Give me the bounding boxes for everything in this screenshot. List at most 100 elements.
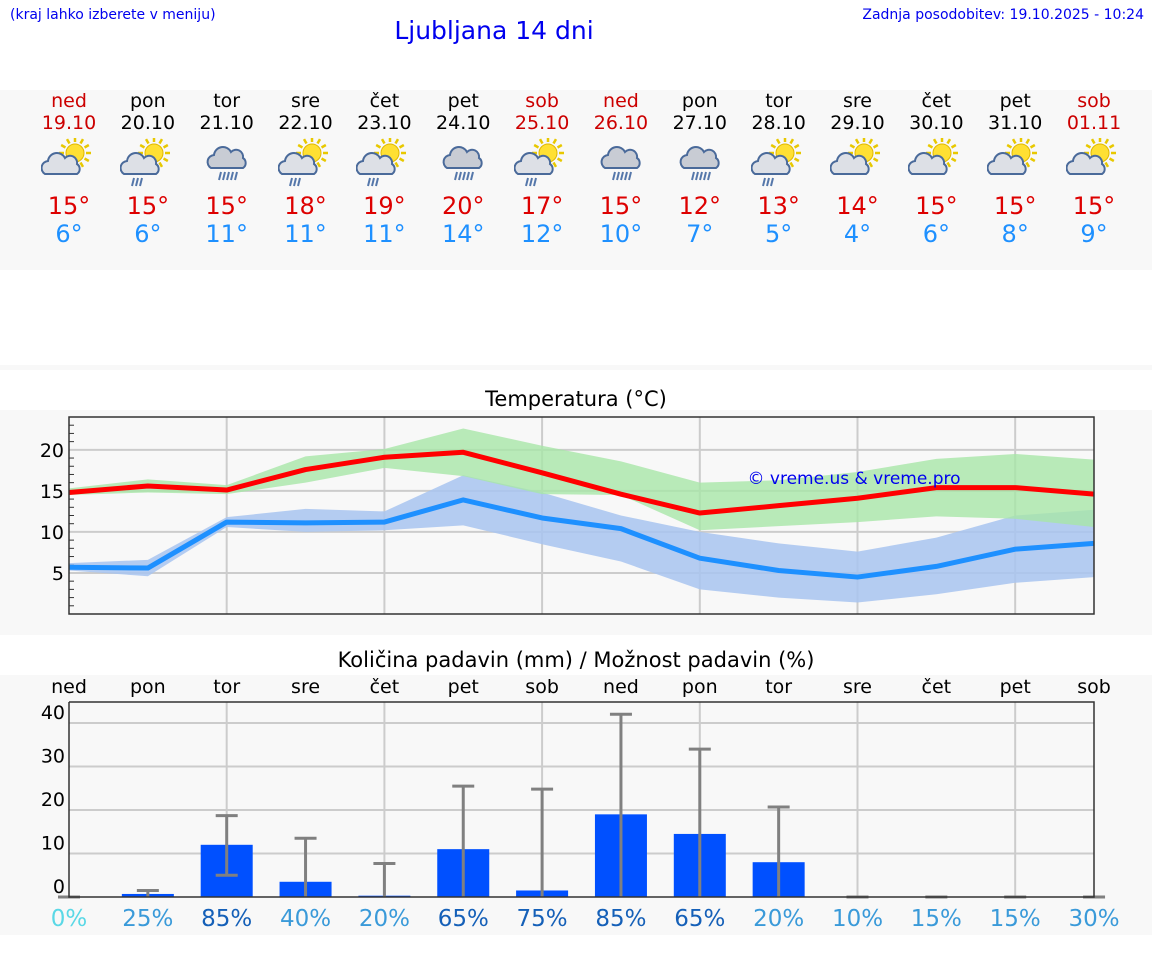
sun-cloud-rain-icon bbox=[266, 134, 346, 192]
precip-probability: 75% bbox=[517, 906, 568, 932]
temp-max: 15° bbox=[599, 192, 643, 220]
day-name: sre bbox=[291, 90, 321, 112]
temp-max: 20° bbox=[441, 192, 485, 220]
cloud-icon bbox=[600, 146, 641, 169]
x-day-label: čet bbox=[922, 676, 952, 698]
day-forecast: čet 30.10 15° 6° bbox=[896, 90, 976, 248]
cloud-icon bbox=[908, 152, 949, 175]
temp-min: 7° bbox=[686, 220, 714, 248]
temp-max: 14° bbox=[836, 192, 879, 220]
temp-max: 12° bbox=[678, 192, 722, 220]
y-tick-label: 30 bbox=[41, 746, 65, 768]
sun-cloud-rain-icon bbox=[739, 134, 819, 192]
day-forecast: ned 26.10 15° 10° bbox=[581, 90, 661, 248]
day-date: 31.10 bbox=[987, 112, 1043, 134]
temp-max: 15° bbox=[126, 192, 170, 220]
cloud-icon bbox=[277, 152, 318, 175]
y-tick-label: 20 bbox=[40, 440, 64, 462]
rain-icon bbox=[525, 177, 538, 187]
x-day-label: tor bbox=[213, 676, 240, 698]
cloud-icon bbox=[679, 146, 720, 169]
day-date: 29.10 bbox=[830, 112, 885, 134]
cloud-icon bbox=[829, 152, 870, 175]
day-name: sre bbox=[843, 90, 872, 112]
x-day-label: pon bbox=[130, 676, 166, 698]
rain-icon bbox=[288, 177, 301, 187]
day-date: 23.10 bbox=[357, 112, 412, 134]
temp-min: 11° bbox=[205, 220, 248, 248]
precip-chart-title: Količina padavin (mm) / Možnost padavin … bbox=[337, 648, 815, 672]
temp-max: 17° bbox=[520, 192, 564, 220]
day-name: ned bbox=[51, 90, 87, 112]
divider bbox=[0, 365, 1152, 370]
max-temp-range-band bbox=[69, 428, 1095, 531]
page-title: Ljubljana 14 dni bbox=[394, 16, 594, 45]
day-date: 30.10 bbox=[909, 112, 964, 134]
y-tick-label: 5 bbox=[52, 563, 64, 585]
max-temp-line bbox=[68, 449, 1095, 516]
day-forecast: tor 28.10 13° 5° bbox=[739, 90, 819, 248]
y-tick-label: 10 bbox=[40, 522, 64, 544]
temp-max: 15° bbox=[205, 192, 248, 220]
precip-probability: 30% bbox=[1068, 906, 1119, 932]
cloud-icon bbox=[1066, 152, 1106, 175]
temp-max: 15° bbox=[1072, 192, 1116, 220]
sun-cloud-icon bbox=[818, 134, 898, 192]
cloud-rain-icon bbox=[660, 134, 740, 192]
sun-cloud-rain-icon bbox=[108, 134, 188, 192]
cloud-icon bbox=[206, 146, 247, 169]
plot-frame bbox=[68, 701, 1095, 898]
temp-min: 10° bbox=[599, 220, 643, 248]
day-date: 01.11 bbox=[1066, 112, 1122, 134]
day-forecast: čet 23.10 19° 11° bbox=[344, 90, 424, 248]
precip-probability: 40% bbox=[280, 906, 331, 932]
x-day-label: pet bbox=[448, 676, 479, 698]
sun-cloud-icon bbox=[896, 134, 976, 192]
temp-min: 4° bbox=[843, 220, 872, 248]
city-menu-hint: (kraj lahko izberete v meniju) bbox=[10, 7, 216, 23]
day-name: tor bbox=[213, 90, 241, 112]
cloud-icon bbox=[750, 152, 791, 175]
min-temp-line bbox=[68, 497, 1095, 580]
day-forecast: sre 22.10 18° 11° bbox=[266, 90, 346, 248]
precip-probability: 0% bbox=[51, 906, 88, 932]
day-name: sob bbox=[1077, 90, 1111, 112]
rain-icon bbox=[217, 171, 238, 181]
day-forecast: sre 29.10 14° 4° bbox=[818, 90, 898, 248]
sun-cloud-icon bbox=[29, 134, 109, 192]
day-date: 21.10 bbox=[199, 112, 254, 134]
day-date: 26.10 bbox=[593, 112, 649, 134]
day-name: ned bbox=[603, 90, 639, 112]
day-date: 24.10 bbox=[436, 112, 491, 134]
x-day-label: sob bbox=[1077, 676, 1111, 698]
temp-min: 5° bbox=[765, 220, 793, 248]
temp-min: 6° bbox=[134, 220, 162, 248]
temp-max: 15° bbox=[47, 192, 91, 220]
cloud-icon bbox=[987, 152, 1027, 175]
precip-probability: 10% bbox=[832, 906, 883, 932]
watermark: © vreme.us & vreme.pro bbox=[747, 469, 960, 489]
temp-max: 18° bbox=[284, 192, 327, 220]
x-day-label: sob bbox=[525, 676, 559, 698]
temp-min: 9° bbox=[1080, 220, 1108, 248]
temp-max: 15° bbox=[915, 192, 958, 220]
day-date: 22.10 bbox=[278, 112, 333, 134]
temp-min: 11° bbox=[363, 220, 406, 248]
temp-max: 15° bbox=[993, 192, 1037, 220]
rain-icon bbox=[611, 171, 632, 181]
precip-probability: 25% bbox=[122, 906, 173, 932]
day-name: čet bbox=[369, 90, 400, 112]
x-day-label: sre bbox=[843, 676, 872, 698]
sun-cloud-rain-icon bbox=[344, 134, 424, 192]
precip-probability: 65% bbox=[438, 906, 489, 932]
x-day-label: ned bbox=[51, 676, 87, 698]
precip-probability: 20% bbox=[753, 906, 804, 932]
y-tick-label: 15 bbox=[40, 481, 64, 503]
cloud-icon bbox=[41, 152, 81, 175]
day-date: 28.10 bbox=[751, 112, 806, 134]
day-date: 20.10 bbox=[120, 112, 176, 134]
day-forecast: tor 21.10 15° 11° bbox=[187, 90, 267, 248]
rain-icon bbox=[130, 177, 143, 187]
y-tick-label: 10 bbox=[41, 833, 65, 855]
